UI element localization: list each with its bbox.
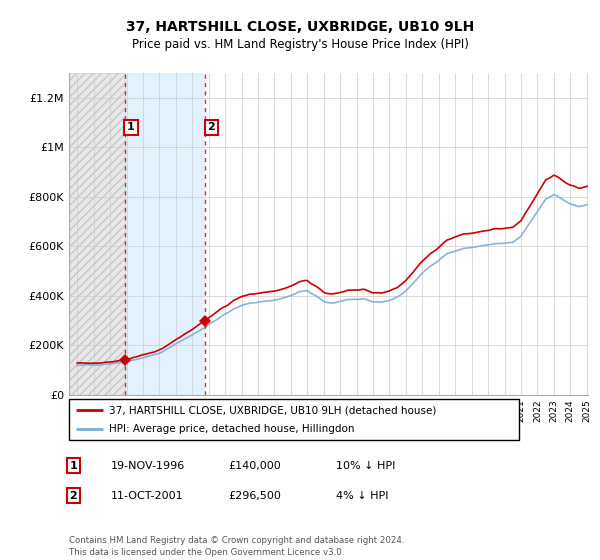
Bar xyxy=(125,73,205,395)
Text: Price paid vs. HM Land Registry's House Price Index (HPI): Price paid vs. HM Land Registry's House … xyxy=(131,38,469,50)
Text: 11-OCT-2001: 11-OCT-2001 xyxy=(111,491,184,501)
Text: 1: 1 xyxy=(127,122,135,132)
Text: 37, HARTSHILL CLOSE, UXBRIDGE, UB10 9LH (detached house): 37, HARTSHILL CLOSE, UXBRIDGE, UB10 9LH … xyxy=(109,405,436,415)
Text: 2: 2 xyxy=(208,122,215,132)
Bar xyxy=(69,73,125,395)
Bar xyxy=(69,73,125,395)
Text: 4% ↓ HPI: 4% ↓ HPI xyxy=(336,491,389,501)
Text: £296,500: £296,500 xyxy=(228,491,281,501)
Text: 37, HARTSHILL CLOSE, UXBRIDGE, UB10 9LH: 37, HARTSHILL CLOSE, UXBRIDGE, UB10 9LH xyxy=(126,20,474,34)
Text: 2: 2 xyxy=(70,491,77,501)
Text: £140,000: £140,000 xyxy=(228,461,281,471)
Text: Contains HM Land Registry data © Crown copyright and database right 2024.
This d: Contains HM Land Registry data © Crown c… xyxy=(69,536,404,557)
Text: 1: 1 xyxy=(70,461,77,471)
Text: 10% ↓ HPI: 10% ↓ HPI xyxy=(336,461,395,471)
Text: HPI: Average price, detached house, Hillingdon: HPI: Average price, detached house, Hill… xyxy=(109,424,354,433)
Text: 19-NOV-1996: 19-NOV-1996 xyxy=(111,461,185,471)
